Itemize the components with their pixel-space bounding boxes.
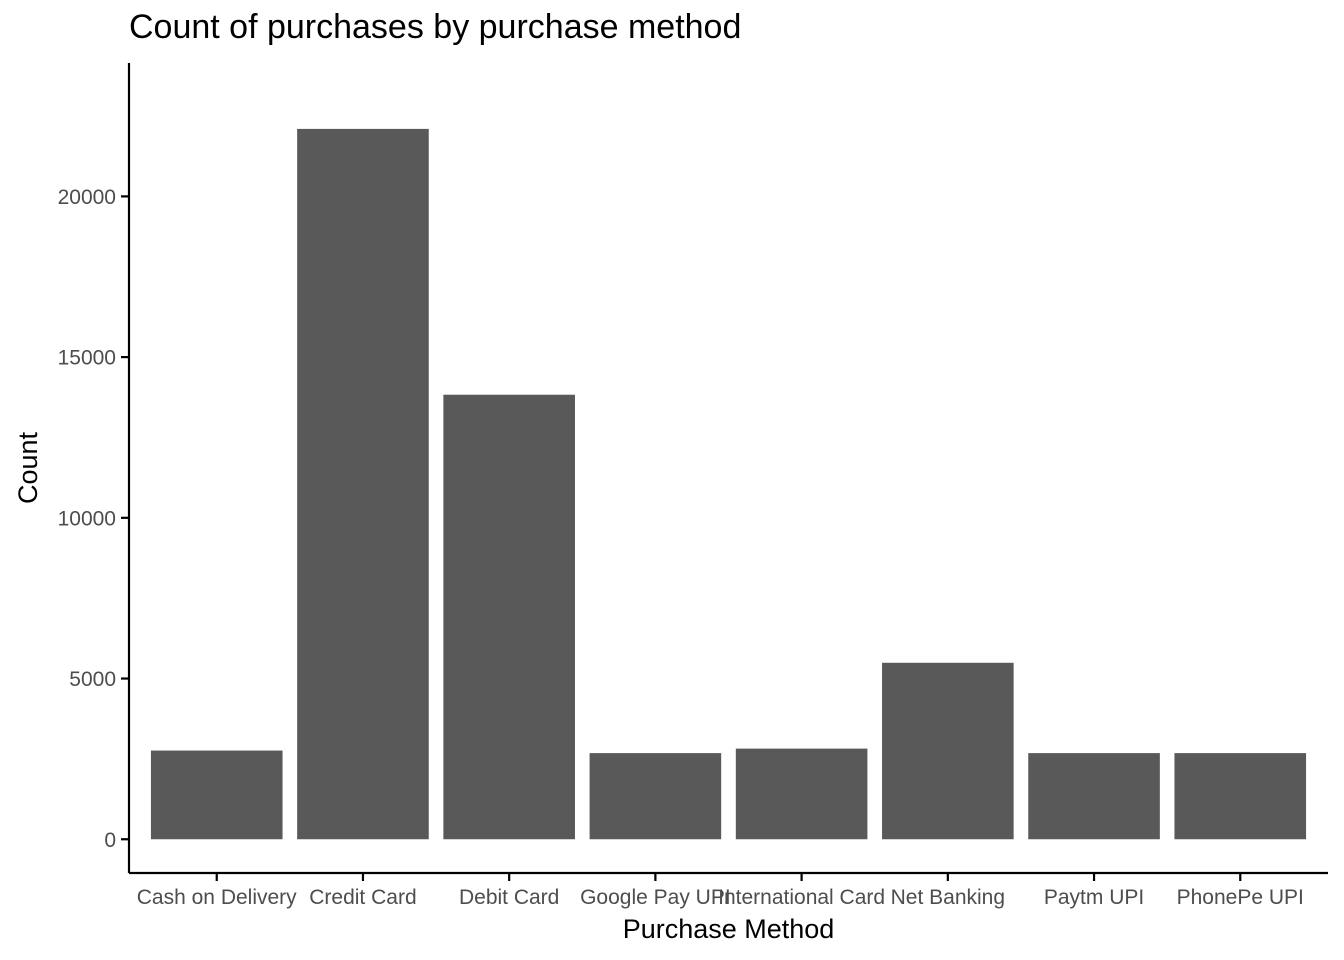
bar-2 bbox=[443, 394, 575, 840]
x-tick-label-5: Net Banking bbox=[891, 886, 1005, 909]
x-axis-title: Purchase Method bbox=[623, 914, 835, 944]
x-tick-label-3: Google Pay UPI bbox=[580, 886, 731, 909]
y-tick-label-3: 15000 bbox=[58, 347, 116, 370]
y-tick-label-2: 10000 bbox=[58, 507, 116, 530]
x-tick-label-4: International Card bbox=[718, 886, 885, 909]
y-tick-label-0: 0 bbox=[104, 829, 116, 852]
x-tick-label-6: Paytm UPI bbox=[1044, 886, 1144, 909]
x-tick-label-2: Debit Card bbox=[459, 886, 559, 909]
bar-6 bbox=[1028, 753, 1160, 840]
bar-0 bbox=[150, 750, 283, 840]
bar-7 bbox=[1174, 753, 1307, 840]
chart-title: Count of purchases by purchase method bbox=[129, 8, 742, 46]
y-axis-title: Count bbox=[13, 431, 43, 504]
bar-4 bbox=[735, 748, 868, 840]
bars-group bbox=[150, 128, 1307, 840]
bar-3 bbox=[589, 753, 722, 840]
x-tick-label-7: PhonePe UPI bbox=[1177, 886, 1304, 909]
x-axis-ticks: Cash on Delivery Credit Card Debit Card Goo… bbox=[137, 873, 1304, 909]
x-tick-label-0: Cash on Delivery bbox=[137, 886, 297, 909]
y-axis-ticks: 0 5000 10000 15000 20000 bbox=[58, 186, 129, 852]
bar-1 bbox=[297, 128, 429, 840]
y-tick-label-4: 20000 bbox=[58, 186, 116, 209]
y-tick-label-1: 5000 bbox=[69, 668, 116, 691]
x-tick-label-1: Credit Card bbox=[309, 886, 416, 909]
bar-5 bbox=[882, 662, 1014, 840]
